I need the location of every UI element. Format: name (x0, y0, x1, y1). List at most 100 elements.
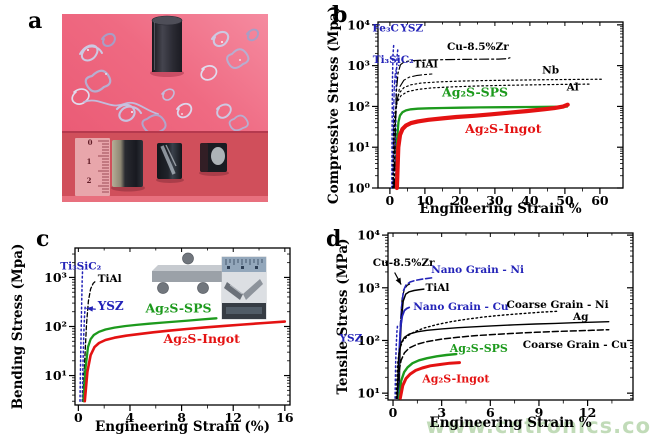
series-TiAl (393, 73, 433, 189)
y-tick-label: 10² (44, 319, 67, 334)
metal-shavings (71, 28, 259, 135)
curve-label: YSZ (399, 23, 423, 35)
chart-c-group: 10¹ 10² 10³ 0 4 8 12 16 Engineering Strain (%) Be… (10, 244, 294, 435)
ruler-digit: 0 (88, 138, 93, 147)
annotation-arrowhead (395, 277, 402, 285)
y-axis-label: Compressive Stress (Mpa) (326, 6, 342, 204)
ruler-digit: 2 (87, 176, 92, 185)
y-tick-label: 10¹ (44, 368, 67, 383)
chart-b-group: 10⁰ 10¹ 10² 10³ 10⁴ 0 10 20 30 40 50 60 Engineering … (326, 6, 624, 217)
x-tick-label: 0 (74, 410, 83, 425)
curve-label: Nano Grain - Cu (413, 301, 509, 313)
curve-label: Ag (572, 311, 589, 323)
series-YSZ (394, 323, 399, 400)
series-Ag-S-SPS (82, 317, 218, 403)
y-tick-label: 10⁴ (347, 17, 370, 32)
curve-label: Ag₂S-SPS (144, 300, 211, 315)
y-tick-label: 10⁰ (347, 181, 370, 196)
curve-label: Coarse Grain - Ni (507, 299, 609, 311)
x-axis-label: Engineering Strain % (419, 201, 581, 217)
x-tick-label: 12 (579, 405, 596, 420)
x-tick-label: 9 (535, 405, 544, 420)
panel-label-a: a (28, 8, 43, 34)
panel-label-c: c (36, 226, 50, 252)
series-TiAl (82, 279, 98, 402)
series-Ag-S-SPS (397, 352, 458, 400)
curve-label: TiAl (414, 59, 438, 71)
x-tick-label: 3 (437, 405, 446, 420)
x-tick-label: 40 (521, 193, 539, 208)
curve-label: Coarse Grain - Cu (523, 339, 628, 351)
y-axis-label: Bending Stress (Mpa) (10, 244, 26, 410)
x-tick-label: 0 (386, 193, 395, 208)
plot-frame (377, 21, 624, 189)
series-Ag-S-Ingot (398, 361, 461, 400)
annotation-arrowhead (86, 306, 94, 312)
curve-label: YSZ (339, 333, 363, 345)
sample-large (111, 140, 145, 192)
curve-label: Cu-8.5%Zr (373, 257, 435, 269)
cut-samples-strip: 0 1 2 (62, 131, 268, 202)
curve-label: Ag₂S-Ingot (464, 121, 542, 136)
curve-label: Ti₃SiC₂ (60, 261, 101, 273)
x-tick-label: 16 (276, 410, 294, 425)
series-Nano-Grain-Ni (397, 276, 435, 400)
x-tick-label: 4 (126, 410, 135, 425)
bending-stress-chart: 10¹ 10² 10³ 0 4 8 12 16 Engineering Strain (%) Be… (10, 244, 294, 435)
series-Al (392, 83, 590, 189)
y-tick-label: 10³ (347, 58, 370, 73)
curve-label: Al (566, 82, 579, 94)
watermark: www.cntronics.com (426, 414, 650, 438)
curve-label: Ag₂S-Ingot (421, 372, 490, 385)
ruler-digit: 1 (87, 157, 92, 166)
curve-label: TiAl (425, 282, 449, 294)
curve-label: Cu-8.5%Zr (447, 41, 509, 53)
x-tick-label: 0 (389, 405, 398, 420)
series-Ag-S-Ingot (394, 102, 570, 191)
curve-label: Fe₃C (372, 23, 399, 35)
y-tick-label: 10¹ (357, 386, 380, 401)
ingot-cylinder (150, 15, 184, 77)
sample-photo: 0 1 2 (62, 14, 268, 202)
x-tick-label: 20 (451, 193, 469, 208)
y-tick-label: 10² (347, 99, 370, 114)
curve-label: Nano Grain - Ni (431, 264, 524, 276)
y-tick-label: 10⁴ (357, 228, 380, 243)
x-tick-label: 30 (486, 193, 504, 208)
sample-small (199, 143, 229, 176)
series-Ti-SiC- (79, 266, 84, 402)
curve-label: Ti₃SiC₂ (373, 54, 414, 66)
series-YSZ (81, 305, 86, 402)
curve-label: YSZ (97, 299, 124, 313)
y-tick-label: 10² (357, 333, 380, 348)
panel-label-b: b (332, 2, 348, 28)
y-axis-label: Tensile Stress (MPa) (335, 239, 351, 395)
x-axis-label: Engineering Strain % (429, 415, 591, 431)
panel-label-d: d (326, 226, 342, 252)
x-tick-label: 8 (177, 410, 186, 425)
x-tick-label: 50 (556, 193, 574, 208)
y-tick-label: 10¹ (347, 140, 370, 155)
curve-label: TiAl (98, 273, 122, 285)
x-tick-label: 10 (416, 193, 434, 208)
series-Ag (396, 320, 610, 400)
series-Coarse-Grain-Cu (396, 328, 610, 400)
series-Ag-S-SPS (395, 105, 569, 190)
plot-frame (387, 232, 634, 401)
three-point-bend-schematic (152, 252, 232, 294)
series-Cu-8-5-Zr (393, 57, 511, 189)
x-tick-label: 6 (486, 405, 495, 420)
curve-label: Ag₂S-SPS (441, 85, 508, 100)
y-tick-label: 10³ (357, 280, 380, 295)
series-Ag-S-Ingot (83, 320, 287, 403)
bent-sample-photo-inset (221, 256, 267, 320)
ruler: 0 1 2 (75, 138, 110, 196)
sample-medium (156, 143, 184, 183)
curve-label: Ag₂S-Ingot (163, 331, 241, 346)
compressive-stress-chart: 10⁰ 10¹ 10² 10³ 10⁴ 0 10 20 30 40 50 60 Engineering … (326, 6, 624, 217)
curve-label: Nb (542, 64, 559, 76)
curve-label: Ag₂S-SPS (449, 342, 508, 355)
